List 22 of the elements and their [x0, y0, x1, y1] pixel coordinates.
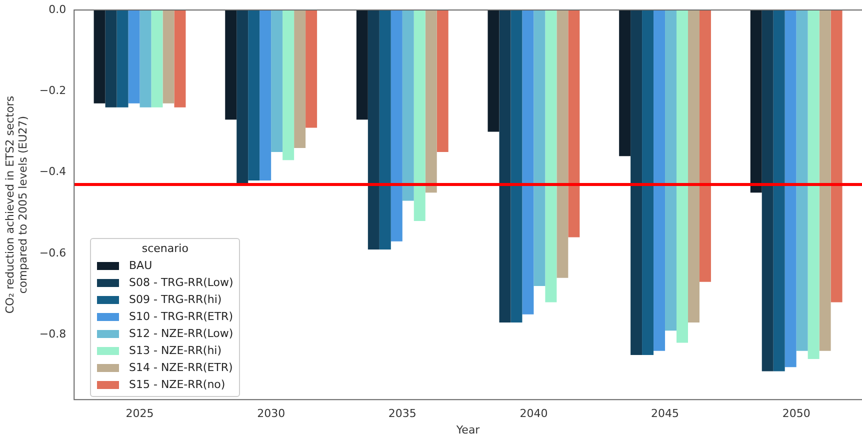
legend-label: S14 - NZE-RR(ETR): [129, 361, 233, 374]
x-tick-label: 2025: [126, 407, 154, 420]
y-tick-label: −0.6: [39, 246, 66, 260]
legend-title: scenario: [140, 242, 190, 255]
legend-label: BAU: [129, 259, 152, 272]
x-tick-label: 2045: [651, 407, 680, 420]
x-axis-title: Year: [455, 423, 480, 436]
y-axis-title: CO₂ reduction achieved in ETS2 sectors compared to 2005 levels (EU27): [3, 96, 30, 314]
legend-label: S08 - TRG-RR(Low): [129, 276, 234, 289]
y-tick-label: −0.4: [39, 165, 66, 178]
y-tick-label: −0.2: [39, 84, 66, 98]
x-tick-label: 2035: [388, 407, 416, 420]
legend-label: S12 - NZE-RR(Low): [129, 327, 234, 340]
legend-label: S10 - TRG-RR(ETR): [129, 310, 233, 323]
legend-label: S13 - NZE-RR(hi): [129, 344, 222, 357]
x-tick-label: 2030: [257, 407, 286, 420]
y-tick-label: 0.0: [48, 2, 66, 16]
legend-label: S09 - TRG-RR(hi): [129, 293, 222, 306]
x-tick-label: 2050: [782, 407, 810, 420]
y-tick-label: −0.8: [39, 328, 66, 341]
x-tick-label: 2040: [520, 407, 548, 420]
legend-label: S15 - NZE-RR(no): [129, 378, 226, 391]
